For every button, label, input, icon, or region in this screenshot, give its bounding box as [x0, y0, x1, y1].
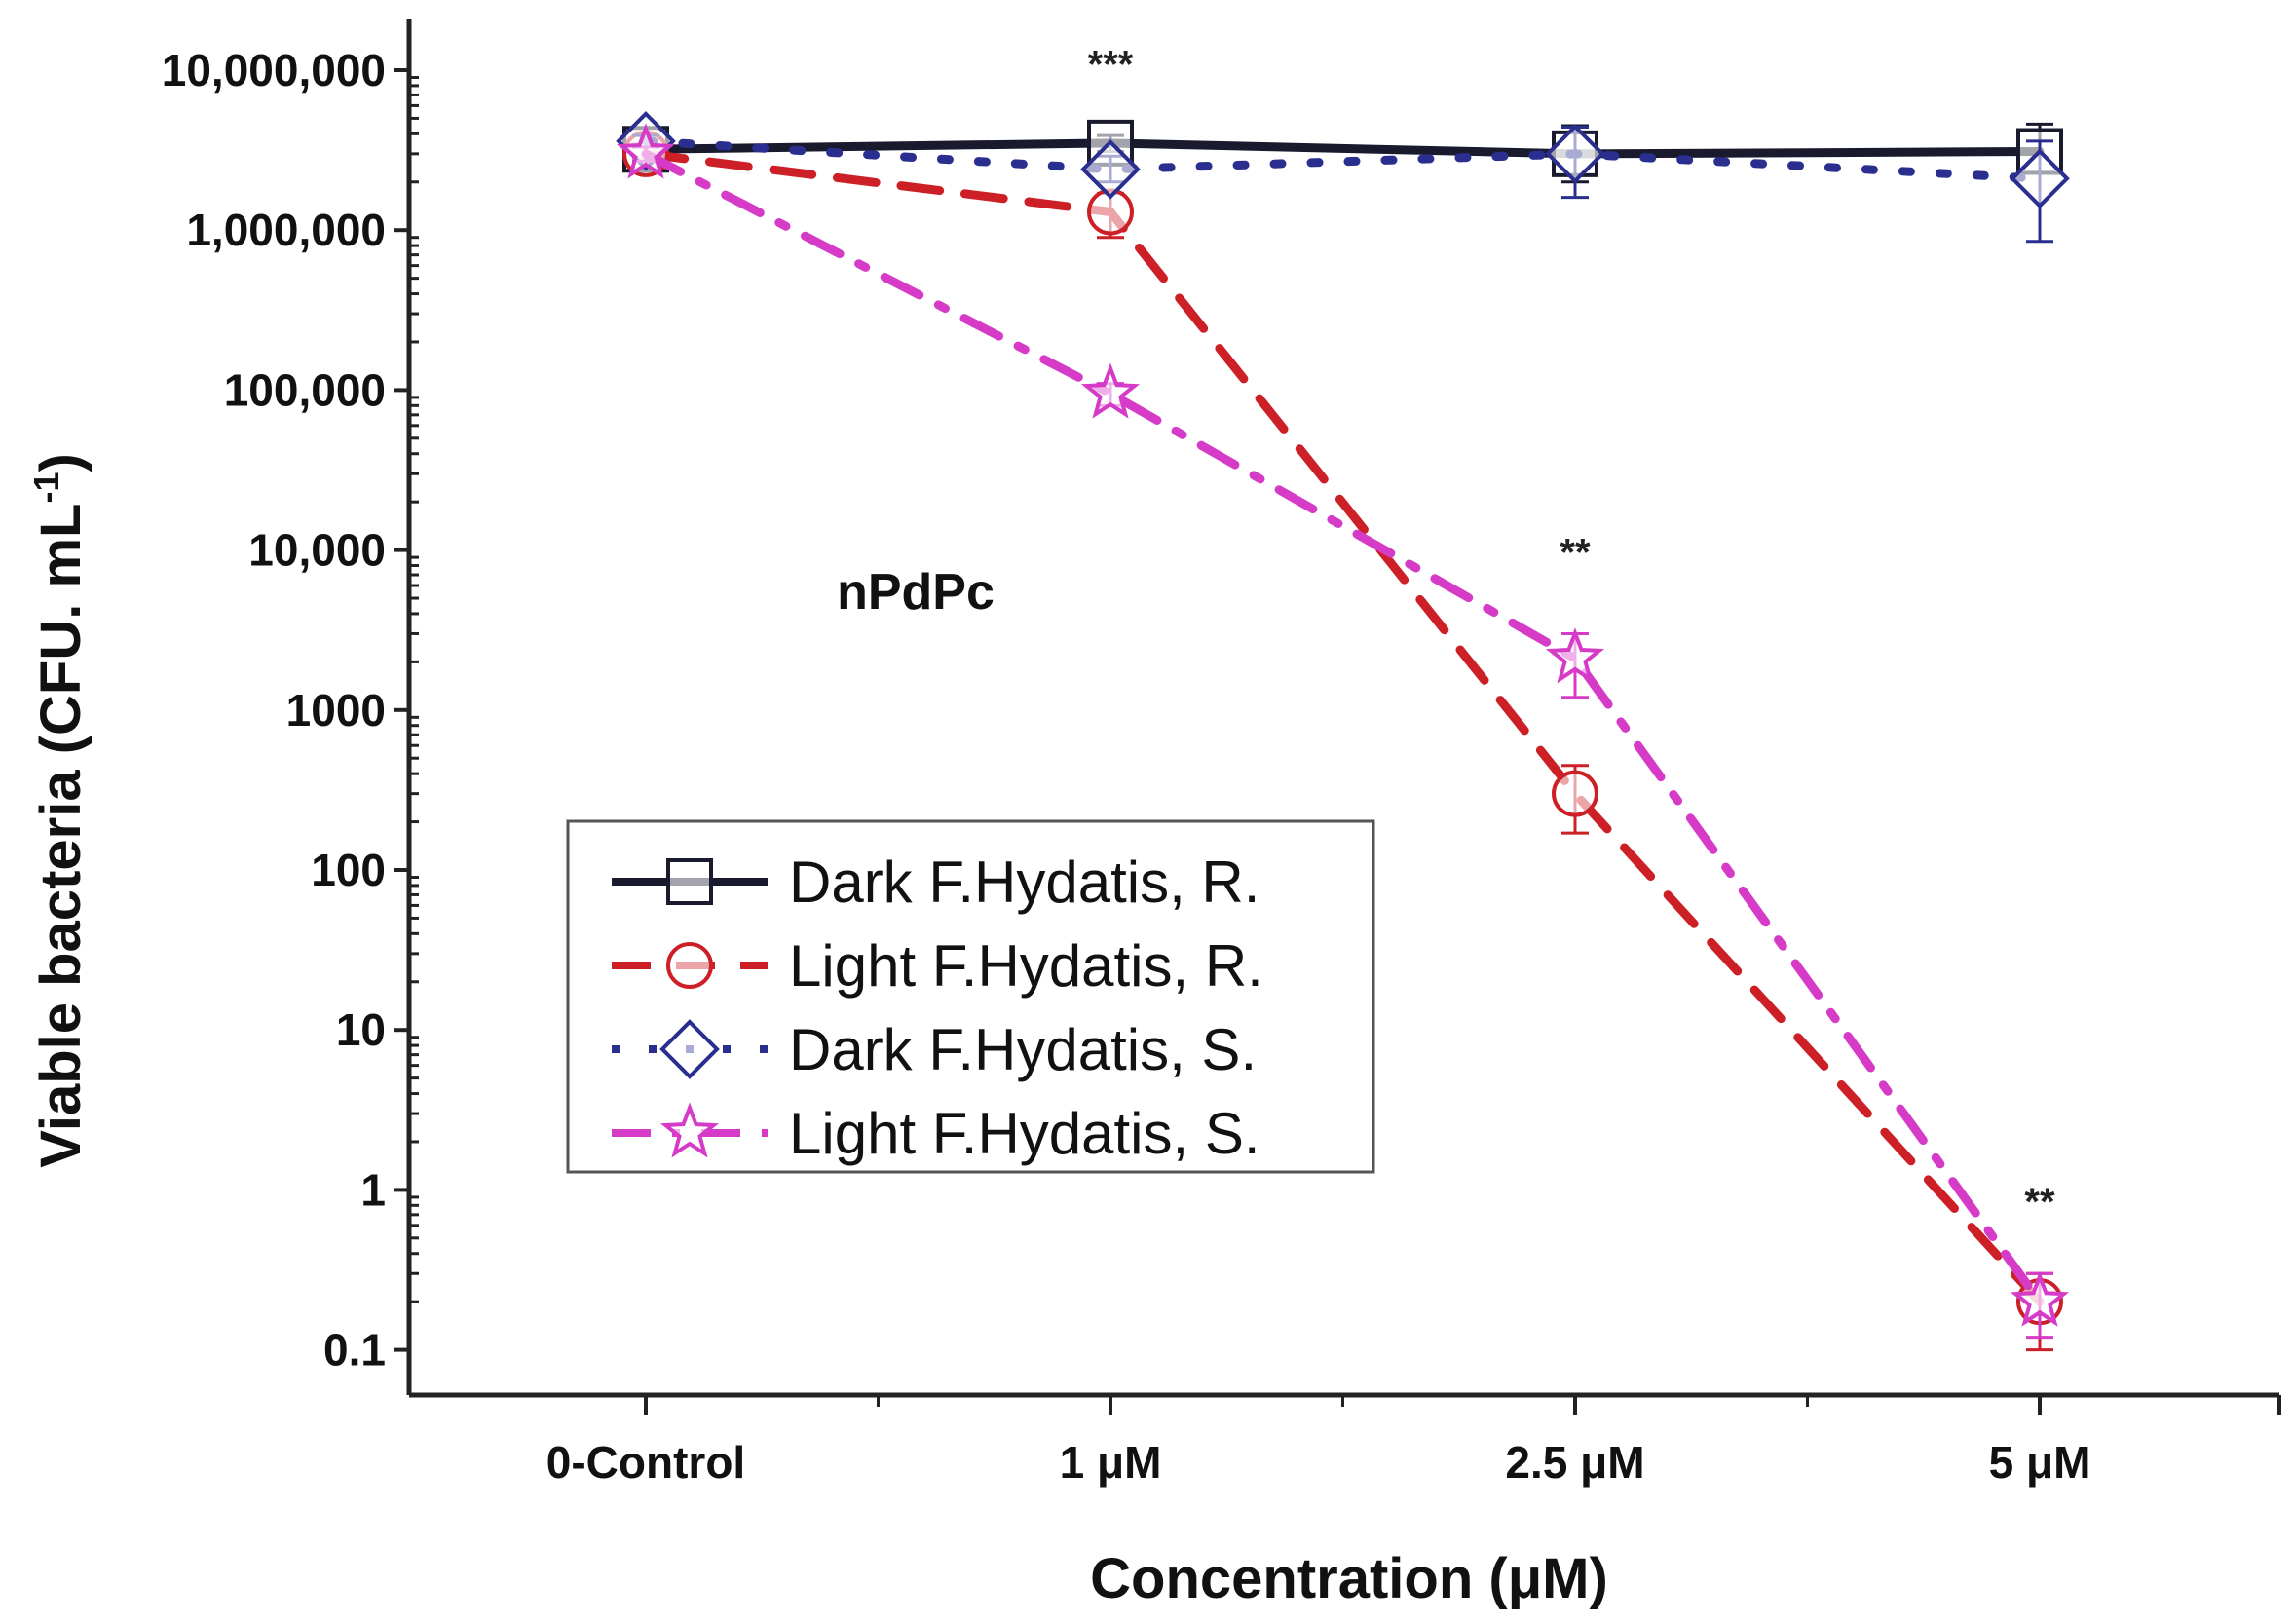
legend-label: Light F.Hydatis, S.	[789, 1101, 1260, 1166]
x-axis-title: Concentration (μM)	[1090, 1547, 1608, 1610]
legend-swatch-marker	[666, 858, 713, 905]
y-tick-label: 100,000	[224, 364, 386, 415]
legend-item-dark-f-hydatis-s: Dark F.Hydatis, S.	[612, 1017, 1257, 1082]
series-line-dark-f-hydatis-r	[641, 138, 2045, 159]
y-tick-label: 1,000,000	[186, 205, 386, 255]
x-tick-label: 1 μM	[1060, 1437, 1162, 1488]
significance-label: **	[2024, 1181, 2055, 1224]
legend-label: Dark F.Hydatis, R.	[789, 850, 1259, 915]
y-axis-title-end: )	[29, 453, 93, 472]
legend-swatch-marker	[666, 942, 713, 989]
x-tick-label: 2.5 μM	[1505, 1437, 1644, 1488]
y-tick-label: 1000	[286, 685, 386, 736]
legend-swatch-marker	[659, 1019, 720, 1079]
y-tick-label: 1	[360, 1164, 386, 1215]
significance-label: ***	[1088, 44, 1134, 87]
data-point	[616, 123, 676, 179]
series-line-light-f-hydatis-r	[641, 149, 2045, 1306]
y-axis-title: Viable bacteria (CFU. mL-1)	[26, 453, 93, 1168]
legend-swatch-marker	[659, 1102, 720, 1158]
y-tick-label: 10,000,000	[162, 45, 386, 95]
legend-label: Light F.Hydatis, R.	[789, 933, 1263, 999]
y-tick-label: 100	[311, 845, 386, 895]
data-point	[2010, 148, 2070, 209]
x-tick-label: 0-Control	[546, 1437, 745, 1488]
data-point	[1545, 627, 1605, 684]
series-light-f-hydatis-s	[616, 123, 2070, 1340]
data-point	[2010, 1270, 2070, 1327]
chart-annotation: nPdPc	[837, 564, 995, 621]
data-point	[1545, 124, 1605, 184]
significance-label: **	[1560, 532, 1591, 575]
data-point	[1552, 770, 1598, 817]
x-tick-label: 5 μM	[1989, 1437, 2091, 1488]
data-point	[1080, 362, 1141, 419]
y-tick-label: 10	[336, 1004, 386, 1055]
legend-label: Dark F.Hydatis, S.	[789, 1017, 1257, 1082]
legend-item-light-f-hydatis-s: Light F.Hydatis, S.	[612, 1101, 1260, 1166]
y-axis-title-sup: -1	[26, 472, 66, 504]
y-tick-label: 10,000	[248, 525, 386, 576]
data-point	[1080, 138, 1141, 200]
plot-area: 0.1 1 10 100 1000 10,000 100,000 1,000,000 10,00…	[162, 19, 2281, 1488]
series-line-light-f-hydatis-s	[641, 149, 2045, 1306]
y-axis-title-main: Viable bacteria (CFU. mL	[29, 504, 93, 1168]
legend-item-light-f-hydatis-r: Light F.Hydatis, R.	[612, 933, 1263, 999]
legend: Dark F.Hydatis, R. Light F.Hydatis, R. Dar…	[566, 819, 1375, 1174]
y-tick-label: 0.1	[323, 1325, 386, 1376]
legend-item-dark-f-hydatis-r: Dark F.Hydatis, R.	[612, 850, 1259, 915]
series-line-dark-f-hydatis-s	[641, 136, 2045, 183]
